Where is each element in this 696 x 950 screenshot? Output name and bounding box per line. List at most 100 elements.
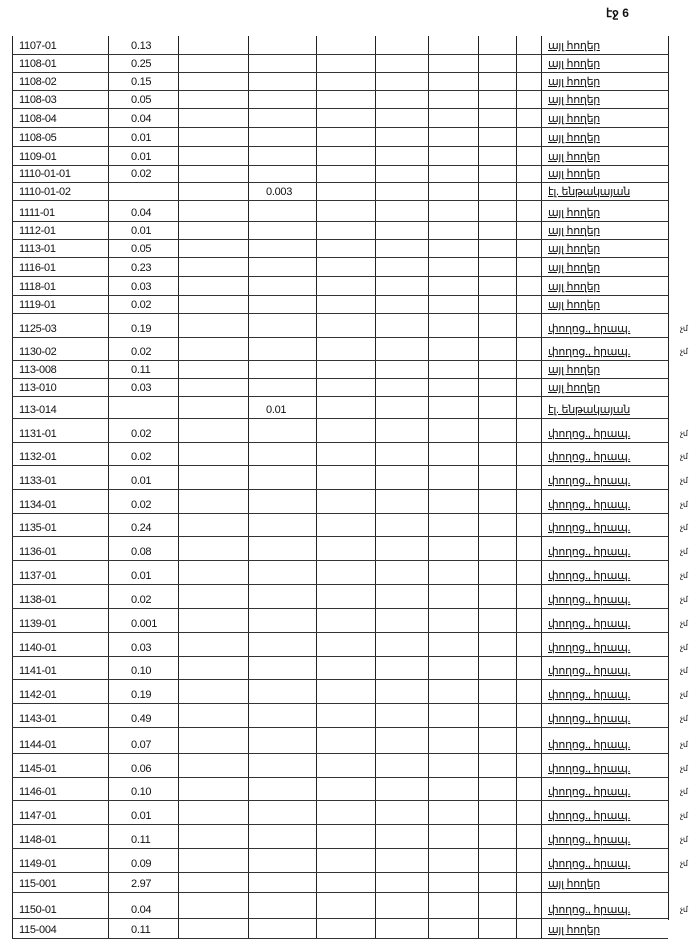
parcel-id: 1108-05 [19,132,57,144]
margin-mark: չմ [680,452,688,461]
margin-mark: չմ [680,835,688,844]
grid-line [478,36,479,938]
land-use: փողոց., հրապ. [548,475,631,487]
parcel-id: 1113-01 [19,243,56,255]
area-value: 0.01 [131,570,152,582]
row-divider [12,465,668,466]
parcel-id: 1116-01 [19,262,56,274]
row-divider [12,513,668,514]
table-row: 1112-01 0.01 այլ հողեր [0,0,696,240]
margin-mark: չմ [680,547,688,556]
row-divider [12,54,668,55]
table-row: 1150-01 0.04 փողոց., հրապ. չմ [0,0,696,919]
land-use: այլ հողեր [548,364,600,376]
table-row: 1108-03 0.05 այլ հողեր [0,0,696,109]
area-value: 0.11 [131,924,151,936]
grid-line [248,36,249,938]
table-row: 1109-01 0.01 այլ հողեր [0,0,696,166]
table-row: 1118-01 0.03 այլ հողեր [0,0,696,296]
row-divider [12,72,668,73]
table-row: 113-014 0.01 էլ. ենթակայան [0,0,696,419]
parcel-id: 1108-03 [19,94,57,106]
margin-mark: չմ [680,476,688,485]
land-use: փողոց., հրապ. [548,499,631,511]
parcel-id: 1134-01 [19,499,57,511]
margin-mark: չմ [680,714,688,723]
area-value: 0.19 [131,689,152,701]
parcel-id: 1143-01 [19,713,57,725]
land-use: փողոց., հրապ. [548,786,631,798]
table-row: 1113-01 0.05 այլ հողեր [0,0,696,258]
table-row: 1108-04 0.04 այլ հողեր [0,0,696,128]
area-value-secondary: 0.003 [266,186,293,198]
land-use: փողոց., հրապ. [548,763,631,775]
parcel-id: 113-008 [19,364,57,376]
parcel-id: 1111-01 [19,207,55,219]
land-use: փողոց., հրապ. [548,451,631,463]
area-value: 0.02 [131,594,152,606]
land-use: այլ հողեր [548,924,600,936]
table-row: 1143-01 0.49 փողոց., հրապ. չմ [0,0,696,728]
row-divider [12,608,668,609]
grid-line [178,36,179,938]
row-divider [12,938,668,939]
land-use: այլ հողեր [548,281,600,293]
margin-mark: չմ [680,740,688,749]
table-row: 115-001 2.97 այլ հողեր [0,0,696,893]
land-use: այլ հողեր [548,382,600,394]
parcel-id: 1112-01 [19,225,56,237]
table-row: 1146-01 0.10 փողոց., հրապ. չմ [0,0,696,801]
margin-mark: չմ [680,643,688,652]
land-use: այլ հողեր [548,168,600,180]
row-divider [12,536,668,537]
grid-line [108,36,109,938]
land-use: էլ. ենթակայան [548,186,631,198]
row-divider [12,396,668,397]
land-use: էլ. ենթակայան [548,404,631,416]
area-value: 0.05 [131,243,152,255]
parcel-id: 115-004 [19,924,57,936]
area-value: 0.07 [131,739,152,751]
parcel-id: 113-010 [19,382,57,394]
parcel-id: 1149-01 [19,858,57,870]
grid-line [428,36,429,938]
grid-line [375,36,376,938]
grid-line [316,36,317,938]
parcel-id: 1132-01 [19,451,57,463]
row-divider [12,824,668,825]
land-use: այլ հողեր [548,243,600,255]
parcel-id: 1136-01 [19,546,57,558]
area-value: 0.23 [131,262,152,274]
table-row: 1130-02 0.02 փողոց., հրապ. չմ [0,0,696,361]
row-divider [12,418,668,419]
table-row: 1116-01 0.23 այլ հողեր [0,0,696,277]
land-use: այլ հողեր [548,40,600,52]
table-row: 1110-01-02 0.003 էլ. ենթակայան [0,0,696,201]
area-value-secondary: 0.01 [266,404,287,416]
row-divider [12,892,668,893]
row-divider [12,146,668,147]
row-divider [12,656,668,657]
land-use: այլ հողեր [548,262,600,274]
area-value: 0.11 [131,364,151,376]
row-divider [12,90,668,91]
row-divider [12,679,668,680]
land-use: փողոց., հրապ. [548,904,631,916]
margin-mark: չմ [680,500,688,509]
land-use: այլ հողեր [548,113,600,125]
margin-mark: չմ [680,666,688,675]
row-divider [12,108,668,109]
margin-mark: չմ [680,764,688,773]
area-value: 0.001 [131,618,158,630]
land-use: փողոց., հրապ. [548,739,631,751]
table-row: 1132-01 0.02 փողոց., հրապ. չմ [0,0,696,466]
area-value: 0.03 [131,281,152,293]
row-divider [12,360,668,361]
area-value: 0.04 [131,113,152,125]
table-row: 1108-02 0.15 այլ հողեր [0,0,696,91]
land-use: փողոց., հրապ. [548,618,631,630]
table-row: 1140-01 0.03 փողոց., հրապ. չմ [0,0,696,657]
table-row: 113-010 0.03 այլ հողեր [0,0,696,397]
row-divider [12,165,668,166]
row-divider [12,221,668,222]
